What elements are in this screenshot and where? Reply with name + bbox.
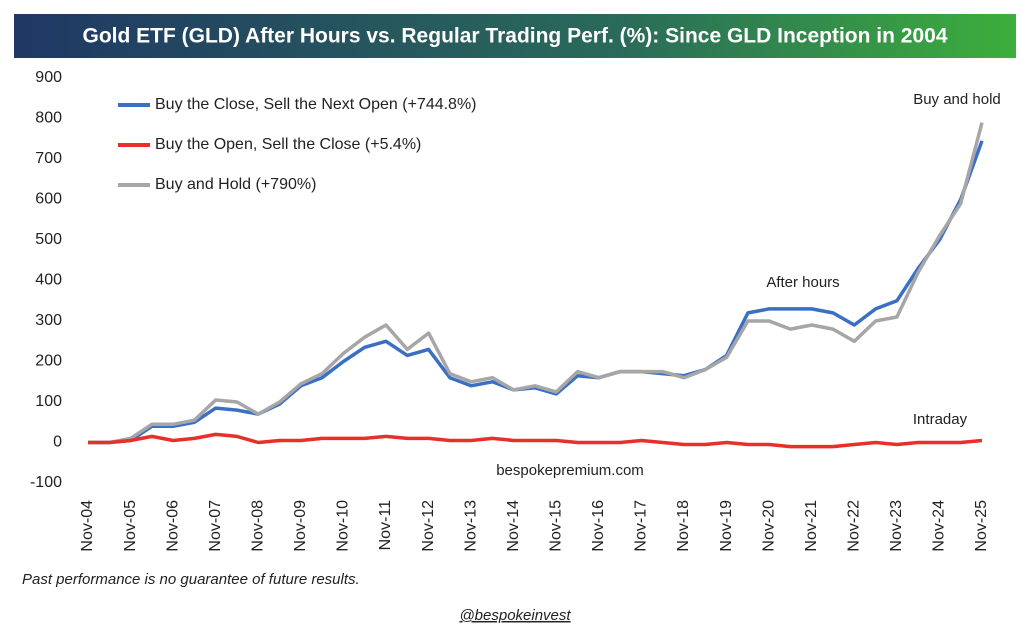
x-tick-label: Nov-24 (931, 500, 948, 552)
x-tick-label: Nov-21 (803, 500, 820, 552)
x-tick-label: Nov-23 (888, 500, 905, 552)
y-tick-label: -100 (30, 474, 62, 491)
y-tick-label: 700 (35, 150, 62, 167)
y-tick-label: 100 (35, 393, 62, 410)
x-tick-label: Nov-10 (335, 500, 352, 552)
y-tick-label: 300 (35, 312, 62, 329)
annotation: After hours (766, 274, 839, 291)
series-line (88, 140, 984, 445)
annotation: bespokepremium.com (496, 462, 644, 479)
y-tick-label: 800 (35, 110, 62, 127)
footnote: Past performance is no guarantee of futu… (22, 571, 360, 588)
x-tick-label: Nov-18 (675, 500, 692, 552)
y-tick-label: 400 (35, 272, 62, 289)
x-tick-label: Nov-14 (505, 500, 522, 552)
chart-title: Gold ETF (GLD) After Hours vs. Regular T… (83, 25, 948, 48)
x-tick-label: Nov-12 (420, 500, 437, 552)
x-tick-label: Nov-05 (122, 500, 139, 552)
annotation: Intraday (913, 411, 968, 428)
annotation: Buy and hold (913, 91, 1001, 108)
series-line (88, 122, 984, 445)
y-tick-label: 900 (35, 69, 62, 86)
x-tick-label: Nov-08 (250, 500, 267, 552)
credit: @bespokeinvest (459, 607, 571, 624)
x-tick-label: Nov-19 (718, 500, 735, 552)
y-tick-label: 600 (35, 191, 62, 208)
legend-label: Buy and Hold (+790%) (155, 176, 316, 193)
series-line (88, 432, 983, 449)
x-tick-label: Nov-13 (462, 500, 479, 552)
x-tick-label: Nov-06 (164, 500, 181, 552)
title-bar (14, 14, 1016, 58)
y-tick-label: 200 (35, 353, 62, 370)
x-tick-label: Nov-17 (633, 500, 650, 552)
legend-label: Buy the Open, Sell the Close (+5.4%) (155, 136, 421, 153)
x-tick-label: Nov-11 (377, 500, 394, 550)
x-tick-label: Nov-20 (760, 500, 777, 552)
x-tick-label: Nov-25 (973, 500, 990, 552)
y-tick-label: 0 (53, 434, 62, 451)
x-tick-label: Nov-16 (590, 500, 607, 552)
x-tick-label: Nov-09 (292, 500, 309, 552)
legend-label: Buy the Close, Sell the Next Open (+744.… (155, 96, 477, 113)
x-tick-label: Nov-22 (846, 500, 863, 552)
y-tick-label: 500 (35, 231, 62, 248)
x-tick-label: Nov-15 (548, 500, 565, 552)
x-tick-label: Nov-07 (207, 500, 224, 552)
x-tick-label: Nov-04 (79, 500, 96, 552)
